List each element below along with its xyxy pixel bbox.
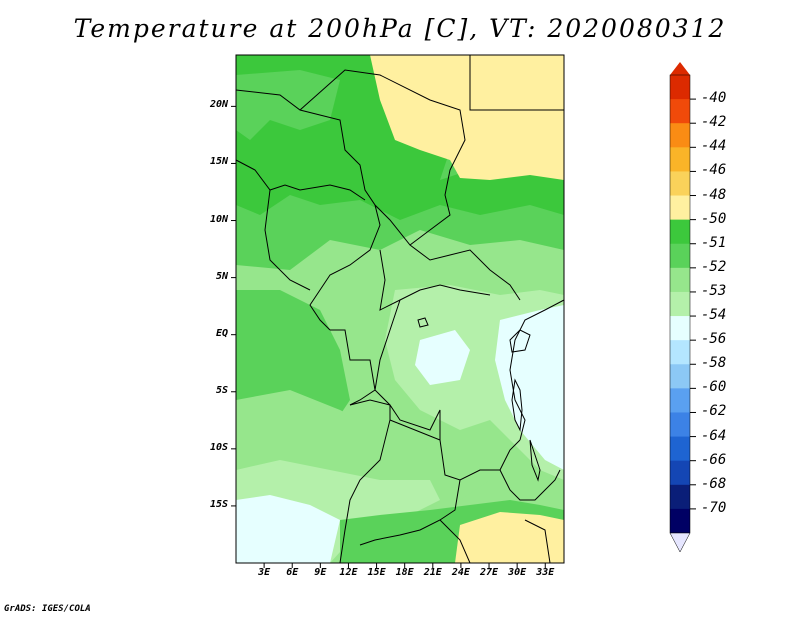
colorbar-label: -70 [701,499,727,516]
colorbar-swatch [670,99,690,124]
colorbar-swatch [670,508,690,534]
colorbar-label: -50 [701,210,727,227]
colorbar-swatch [670,123,690,148]
colorbar-swatch [670,436,690,462]
field-northwest-patch [236,70,340,140]
lat-label: 15N [209,156,228,168]
lat-label: 15S [209,498,228,510]
colorbar-swatch [670,460,690,486]
colorbar-label: -51 [701,234,727,251]
colorbar-bottom-arrow [669,532,691,553]
colorbar-swatch [670,147,690,172]
lon-label: 27E [479,567,499,578]
colorbar-swatch [670,484,690,510]
map-frame [235,54,565,564]
field-southwest-coolest [236,495,340,563]
temperature-field [236,55,564,563]
lat-label: 10N [209,213,228,225]
colorbar-swatch [670,340,690,365]
colorbar-swatch [670,195,690,221]
colorbar [669,62,691,553]
colorbar-label: -48 [701,186,727,203]
colorbar-label: -54 [701,307,727,324]
country-borders [236,55,564,563]
colorbar-swatch [670,364,690,389]
lon-label: 21E [423,567,442,578]
colorbar-swatch [670,412,690,438]
lat-label: 10S [209,441,228,453]
colorbar-swatch [670,75,690,100]
colorbar-label: -46 [701,162,727,179]
lat-label: 5N [215,270,228,282]
colorbar-label: -60 [701,379,727,396]
colorbar-swatch [670,267,690,293]
lon-label: 30E [508,567,527,578]
colorbar-label: -56 [701,331,727,348]
colorbar-label: -66 [701,451,727,468]
colorbar-swatch [670,243,690,269]
lat-label: EQ [215,327,228,339]
colorbar-label: -53 [701,282,727,299]
colorbar-label: -42 [701,114,727,131]
colorbar-swatch [670,316,690,341]
colorbar-label: -64 [701,427,727,444]
lon-label: 9E [314,567,327,578]
lon-label: 15E [367,567,386,578]
colorbar-top-arrow [670,62,690,75]
colorbar-label: -44 [701,138,727,155]
lon-label: 12E [339,567,358,578]
grads-credit: GrADS: IGES/COLA [4,604,91,614]
field-congo-cool [415,330,470,385]
map-title: Temperature at 200hPa [C], VT: 202008031… [73,14,727,43]
lake-outlines [417,317,541,482]
lat-label: 5S [215,384,228,396]
field-east-coolest [495,305,564,470]
colorbar-swatch [670,291,690,317]
lon-label: 33E [536,567,555,578]
colorbar-swatch [670,171,690,197]
field-northeast-warm [370,55,564,180]
field-southeast-warm [455,512,564,563]
lon-label: 24E [451,567,470,578]
colorbar-swatch [670,388,690,413]
colorbar-label: -58 [701,355,727,372]
colorbar-label: -52 [701,258,727,275]
colorbar-label: -62 [701,403,727,420]
colorbar-label: -40 [701,90,727,107]
colorbar-label: -68 [701,475,727,492]
colorbar-swatch [670,219,690,245]
lat-label: 20N [209,99,228,111]
lon-label: 6E [286,567,299,578]
lon-label: 18E [395,567,414,578]
lon-label: 3E [258,567,271,578]
